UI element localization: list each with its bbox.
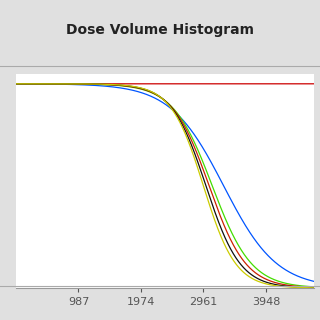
Text: Dose Volume Histogram: Dose Volume Histogram (66, 23, 254, 37)
